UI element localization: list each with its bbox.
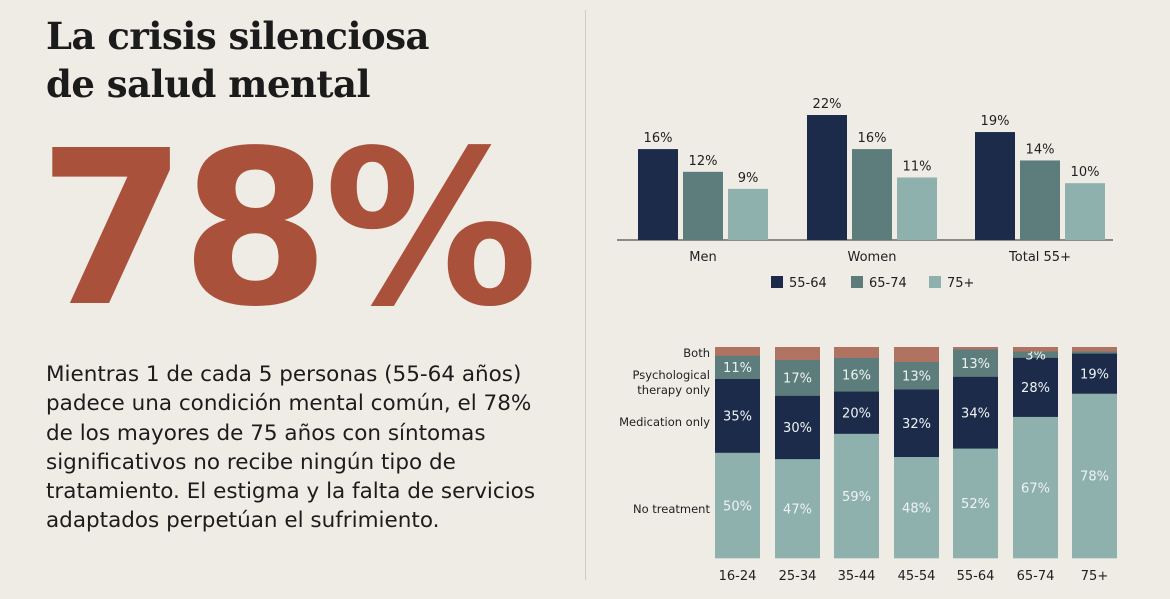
category-label: 25-34 [779,569,817,584]
legend-label: 55-64 [789,276,827,291]
segment-75+-psychological-therapy-only [1072,351,1117,354]
segment-16-24-medication-only [715,378,760,453]
body-text: Mientras 1 de cada 5 personas (55-64 año… [46,362,536,534]
bar-total-55--75plus [1065,183,1105,240]
series-label-both: Both [683,346,710,360]
segment-25-34-both [775,347,820,360]
segment-45-54-psychological-therapy-only [894,361,939,390]
bar-women-65-74 [852,149,892,240]
data-label: 14% [1026,142,1055,157]
segment-65-74-medication-only [1013,357,1058,417]
headline-line-1: La crisis silenciosa [46,14,430,58]
segment-75+-medication-only [1072,353,1117,394]
segment-25-34-psychological-therapy-only [775,359,820,396]
bar-men-55-64 [638,149,678,240]
segment-label: 17% [783,372,812,387]
data-label: 12% [689,154,718,169]
segment-label: 48% [902,501,931,516]
bar-men-75plus [728,188,768,240]
segment-label: 13% [961,357,990,372]
data-label: 11% [903,160,932,175]
segment-65-74-no-treatment [1013,416,1058,559]
segment-65-74-both [1013,347,1058,352]
category-label: 35-44 [838,569,876,584]
segment-75+-no-treatment [1072,393,1117,559]
segment-45-54-both [894,347,939,363]
segment-label: 47% [783,502,812,517]
segment-label: 28% [1021,381,1050,396]
data-label: 16% [858,131,887,146]
segment-label: 11% [723,361,752,376]
segment-25-34-no-treatment [775,458,820,559]
segment-label: 16% [842,368,871,383]
category-label: Women [848,250,897,265]
segment-35-44-both [834,347,879,358]
segment-55-64-medication-only [953,376,998,449]
data-label: 22% [813,97,842,112]
legend-swatch [771,276,783,288]
bar-women-55-64 [807,115,847,240]
bar-women-75plus [897,177,937,240]
category-label: Men [689,250,716,265]
segment-65-74-psychological-therapy-only [1013,351,1058,358]
segment-55-64-psychological-therapy-only [953,349,998,377]
bar-men-65-74 [683,171,723,240]
segment-35-44-medication-only [834,391,879,434]
legend-swatch [851,276,863,288]
segment-label: 67% [1021,481,1050,496]
segment-16-24-no-treatment [715,452,760,559]
category-label: 55-64 [957,569,995,584]
big-stat: 78% [38,105,538,354]
segment-label: 13% [902,369,931,384]
segment-55-64-both [953,347,998,350]
headline: La crisis silenciosa de salud mental [46,12,430,108]
segment-label: 32% [902,417,931,432]
series-label-medication: Medication only [619,415,710,429]
segment-label: 50% [723,499,752,514]
intro-panel: La crisis silenciosa de salud mental 78%… [38,12,538,534]
series-label-psychological-2: therapy only [637,383,710,397]
category-label: 65-74 [1017,569,1055,584]
series-label-no-treatment: No treatment [633,502,710,516]
category-label: 16-24 [719,569,757,584]
segment-35-44-no-treatment [834,433,879,559]
segment-35-44-psychological-therapy-only [834,357,879,392]
data-label: 19% [981,114,1010,129]
segment-16-24-psychological-therapy-only [715,355,760,379]
segment-label: 35% [723,410,752,425]
category-label: 75+ [1081,569,1108,584]
segment-45-54-no-treatment [894,456,939,559]
segment-label: 30% [783,421,812,436]
series-label-psychological: Psychological [633,368,710,382]
headline-line-2: de salud mental [46,62,371,106]
bar-total-55--55-64 [975,132,1015,240]
segment-label: 20% [842,406,871,421]
legend-label: 65-74 [869,276,907,291]
segment-label: 3% [1025,348,1046,363]
divider [585,10,586,580]
data-label: 9% [738,171,759,186]
gender-age-bar-chart: 16% 12% 9% Men 22% 16% 11% Women 19% 14% 10% Total … [617,97,1113,291]
segment-55-64-no-treatment [953,448,998,559]
segment-label: 78% [1080,470,1109,485]
category-label: Total 55+ [1008,250,1071,265]
segment-label: 19% [1080,367,1109,382]
segment-45-54-medication-only [894,389,939,458]
bar-total-55--65-74 [1020,160,1060,240]
data-label: 16% [644,131,673,146]
data-label: 10% [1071,165,1100,180]
segment-25-34-medication-only [775,395,820,460]
legend-swatch [929,276,941,288]
legend-label: 75+ [947,276,974,291]
segment-label: 59% [842,490,871,505]
segment-16-24-both [715,347,760,356]
segment-75+-both [1072,347,1117,352]
segment-label: 34% [961,406,990,421]
category-label: 45-54 [898,569,936,584]
segment-label: 52% [961,497,990,512]
